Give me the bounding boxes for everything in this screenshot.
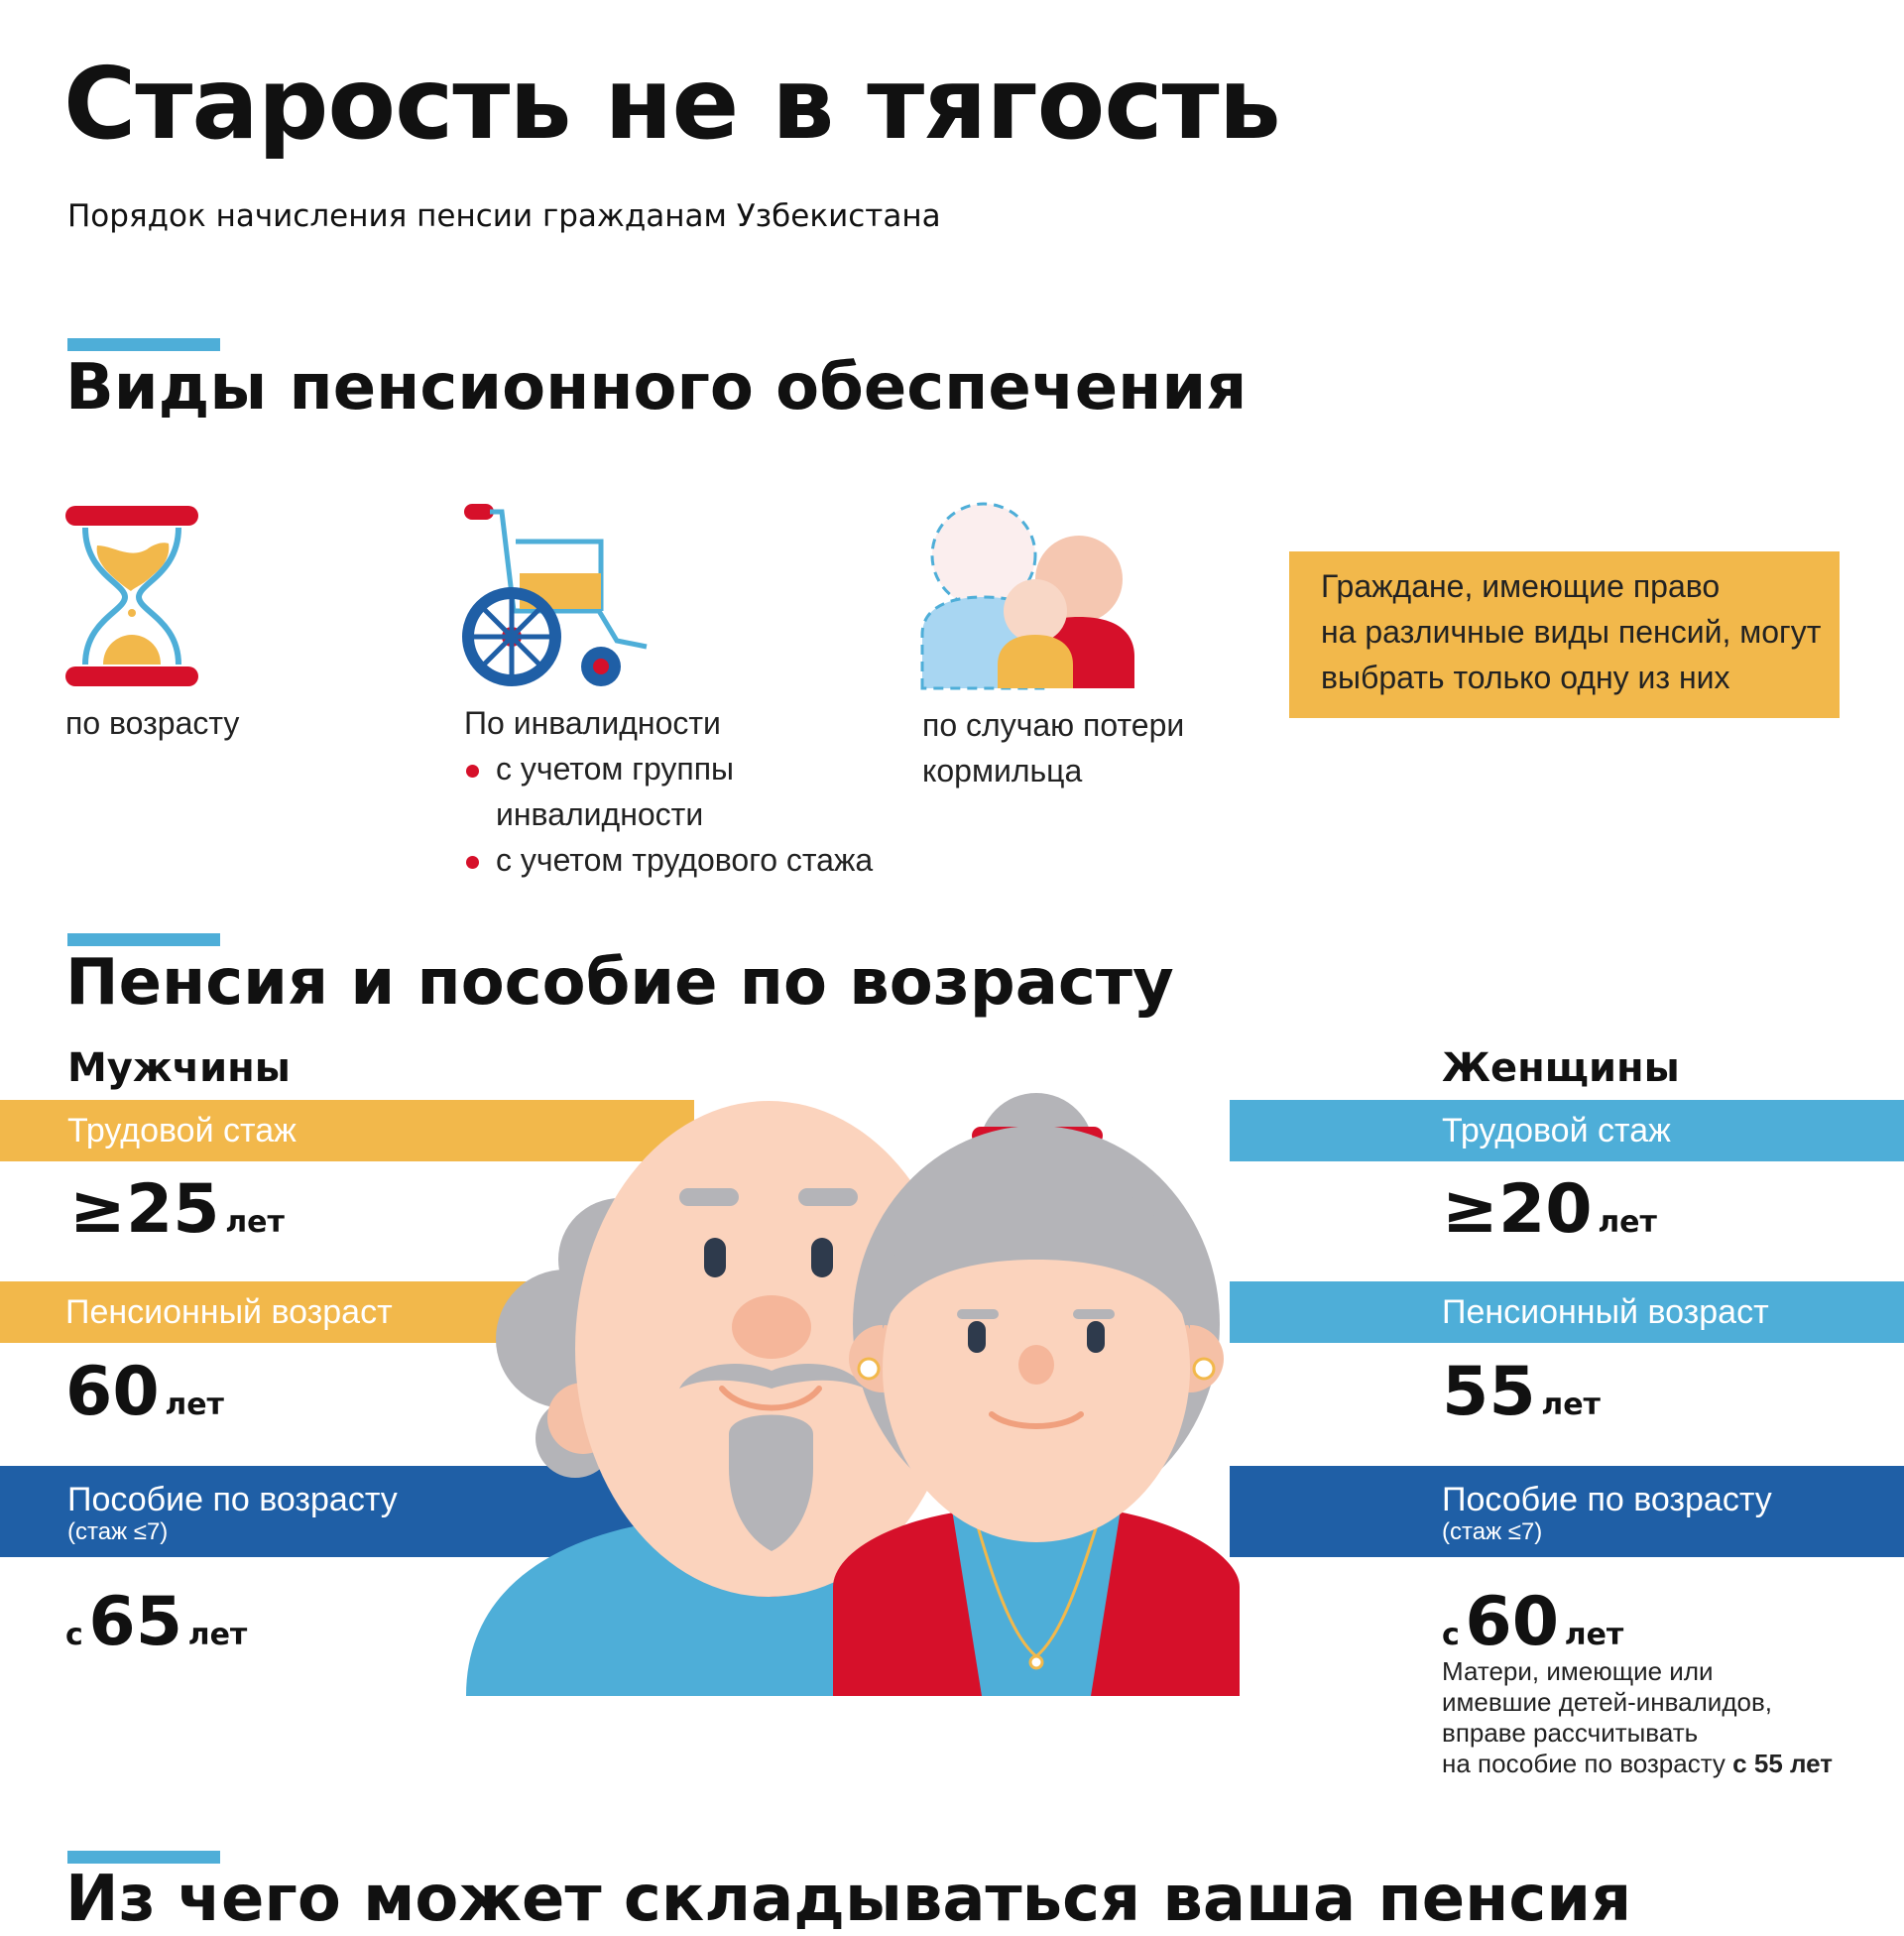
women-allowance-text: Пособие по возрасту (стаж ≤7) <box>1442 1466 1772 1557</box>
note-line-2: имевшие детей-инвалидов, <box>1442 1687 1772 1717</box>
section-accent-line <box>67 933 220 946</box>
bullet-text: с учетом трудового стажа <box>496 842 874 878</box>
section-heading-age-pension: Пенсия и пособие по возрасту <box>65 946 1174 1020</box>
note-line-2: на различные виды пенсий, могут <box>1321 614 1822 650</box>
experience-number: 25 <box>125 1170 220 1249</box>
section-heading-pension-composition: Из чего может складываться ваша пенсия <box>65 1863 1632 1936</box>
note-line-1: Матери, имеющие или <box>1442 1656 1714 1686</box>
ge-symbol: ≥ <box>69 1170 126 1249</box>
list-item: с учетом трудового стажа <box>464 837 881 883</box>
men-allowance-band <box>0 1466 694 1557</box>
section-heading-pension-types: Виды пенсионного обеспечения <box>65 351 1248 424</box>
men-experience-value: ≥25 лет <box>69 1170 285 1249</box>
allowance-unit: лет <box>1564 1618 1624 1652</box>
survivor-label-line-2: кормильца <box>922 753 1083 788</box>
women-experience-value: ≥20 лет <box>1442 1170 1657 1249</box>
experience-unit: лет <box>1598 1205 1657 1240</box>
men-experience-band <box>0 1100 694 1161</box>
women-retirement-label: Пенсионный возраст <box>1442 1293 1769 1331</box>
men-experience-label: Трудовой стаж <box>67 1112 297 1150</box>
women-experience-band <box>1230 1100 1904 1161</box>
men-retirement-value: 60 лет <box>65 1353 224 1431</box>
family-icon <box>920 502 1134 690</box>
retirement-number: 55 <box>1442 1353 1536 1431</box>
ge-symbol: ≥ <box>1442 1170 1498 1249</box>
men-allowance-text: Пособие по возрасту (стаж ≤7) <box>67 1466 398 1557</box>
mothers-disabled-children-note: Матери, имеющие или имевшие детей-инвали… <box>1442 1656 1878 1779</box>
allowance-number: 65 <box>88 1583 183 1661</box>
pension-choice-note: Граждане, имеющие право на различные вид… <box>1289 551 1840 718</box>
men-retirement-label: Пенсионный возраст <box>65 1293 393 1331</box>
wheelchair-icon <box>462 504 648 686</box>
old-woman-illustration <box>833 1093 1240 1696</box>
experience-number: 20 <box>1497 1170 1593 1249</box>
retirement-number: 60 <box>65 1353 160 1431</box>
survivor-label-line-1: по случаю потери <box>922 707 1185 743</box>
women-allowance-value: с 60 лет <box>1442 1583 1623 1661</box>
survivor-pension-label: по случаю потери кормильца <box>922 702 1184 793</box>
women-allowance-sub: (стаж ≤7) <box>1442 1518 1543 1545</box>
disability-bullet-list: с учетом группы инвалидности с учетом тр… <box>464 746 881 883</box>
page-title: Старость не в тягость <box>63 46 1281 162</box>
note-line-4: на пособие по возрасту с 55 лет <box>1442 1749 1878 1779</box>
note-line-4-text: на пособие по возрасту <box>1442 1749 1726 1778</box>
note-line-3: вправе рассчитывать <box>1442 1718 1699 1748</box>
women-retirement-value: 55 лет <box>1442 1353 1601 1431</box>
retirement-unit: лет <box>1541 1388 1601 1422</box>
elderly-couple-illustration <box>466 1093 1240 1696</box>
women-allowance-band <box>1230 1466 1904 1557</box>
men-column-title: Мужчины <box>67 1045 291 1091</box>
men-allowance-sub: (стаж ≤7) <box>67 1518 169 1545</box>
women-allowance-label: Пособие по возрасту <box>1442 1481 1772 1518</box>
section-accent-line <box>67 338 220 351</box>
women-experience-label: Трудовой стаж <box>1442 1112 1671 1150</box>
allowance-prefix: с <box>1442 1618 1460 1652</box>
bullet-text: с учетом группы инвалидности <box>496 751 735 832</box>
note-bold-age: с 55 лет <box>1732 1749 1834 1778</box>
bullet-dot <box>466 856 479 869</box>
men-allowance-label: Пособие по возрасту <box>67 1481 398 1518</box>
hourglass-icon <box>65 506 198 686</box>
allowance-prefix: с <box>65 1618 83 1652</box>
allowance-unit: лет <box>187 1618 248 1652</box>
disability-pension-label: По инвалидности <box>464 705 721 741</box>
section-accent-line <box>67 1851 220 1864</box>
women-column-title: Женщины <box>1442 1045 1680 1091</box>
note-line-1: Граждане, имеющие право <box>1321 568 1721 604</box>
women-retirement-band <box>1230 1281 1904 1343</box>
note-line-3: выбрать только одну из них <box>1321 660 1730 695</box>
list-item: с учетом группы инвалидности <box>464 746 881 837</box>
disability-block: По инвалидности с учетом группы инвалидн… <box>464 700 881 883</box>
bullet-dot <box>466 765 479 778</box>
men-allowance-value: с 65 лет <box>65 1583 247 1661</box>
age-pension-label: по возрасту <box>65 705 240 741</box>
allowance-number: 60 <box>1465 1583 1560 1661</box>
retirement-unit: лет <box>165 1388 224 1422</box>
page-subtitle: Порядок начисления пенсии гражданам Узбе… <box>67 198 941 234</box>
experience-unit: лет <box>225 1205 285 1240</box>
